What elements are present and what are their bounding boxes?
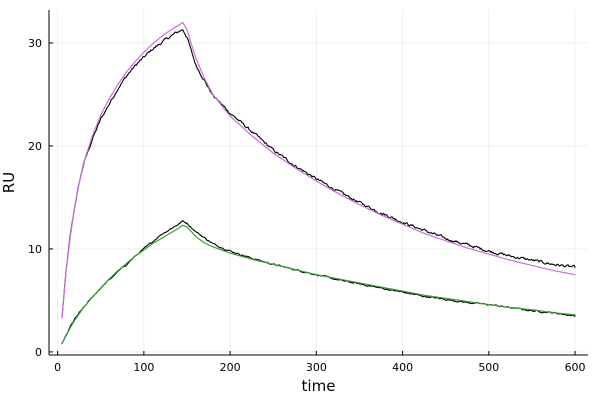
x-tick-label: 100: [133, 361, 154, 374]
x-tick-label: 0: [54, 361, 61, 374]
tick-labels: 0 100 200 300 400 500 600 0 10 20 30: [28, 37, 586, 374]
x-tick-label: 200: [220, 361, 241, 374]
series-line-data-high: [61, 29, 576, 319]
x-tick-label: 600: [565, 361, 586, 374]
series-line-data-low: [61, 220, 576, 344]
series-layer: [61, 21, 576, 345]
grid-lines: [49, 10, 588, 355]
y-tick-label: 30: [28, 37, 42, 50]
tick-marks: [49, 42, 576, 355]
y-tick-label: 20: [28, 140, 42, 153]
x-axis-title: time: [302, 377, 336, 395]
y-axis-title: RU: [0, 172, 18, 193]
x-tick-label: 500: [478, 361, 499, 374]
x-tick-label: 400: [392, 361, 413, 374]
series-line-fit-low: [61, 224, 576, 345]
y-tick-label: 10: [28, 243, 42, 256]
axes: [48, 10, 588, 356]
y-tick-label: 0: [35, 346, 42, 359]
series-line-fit-high: [61, 21, 576, 319]
x-tick-label: 300: [306, 361, 327, 374]
